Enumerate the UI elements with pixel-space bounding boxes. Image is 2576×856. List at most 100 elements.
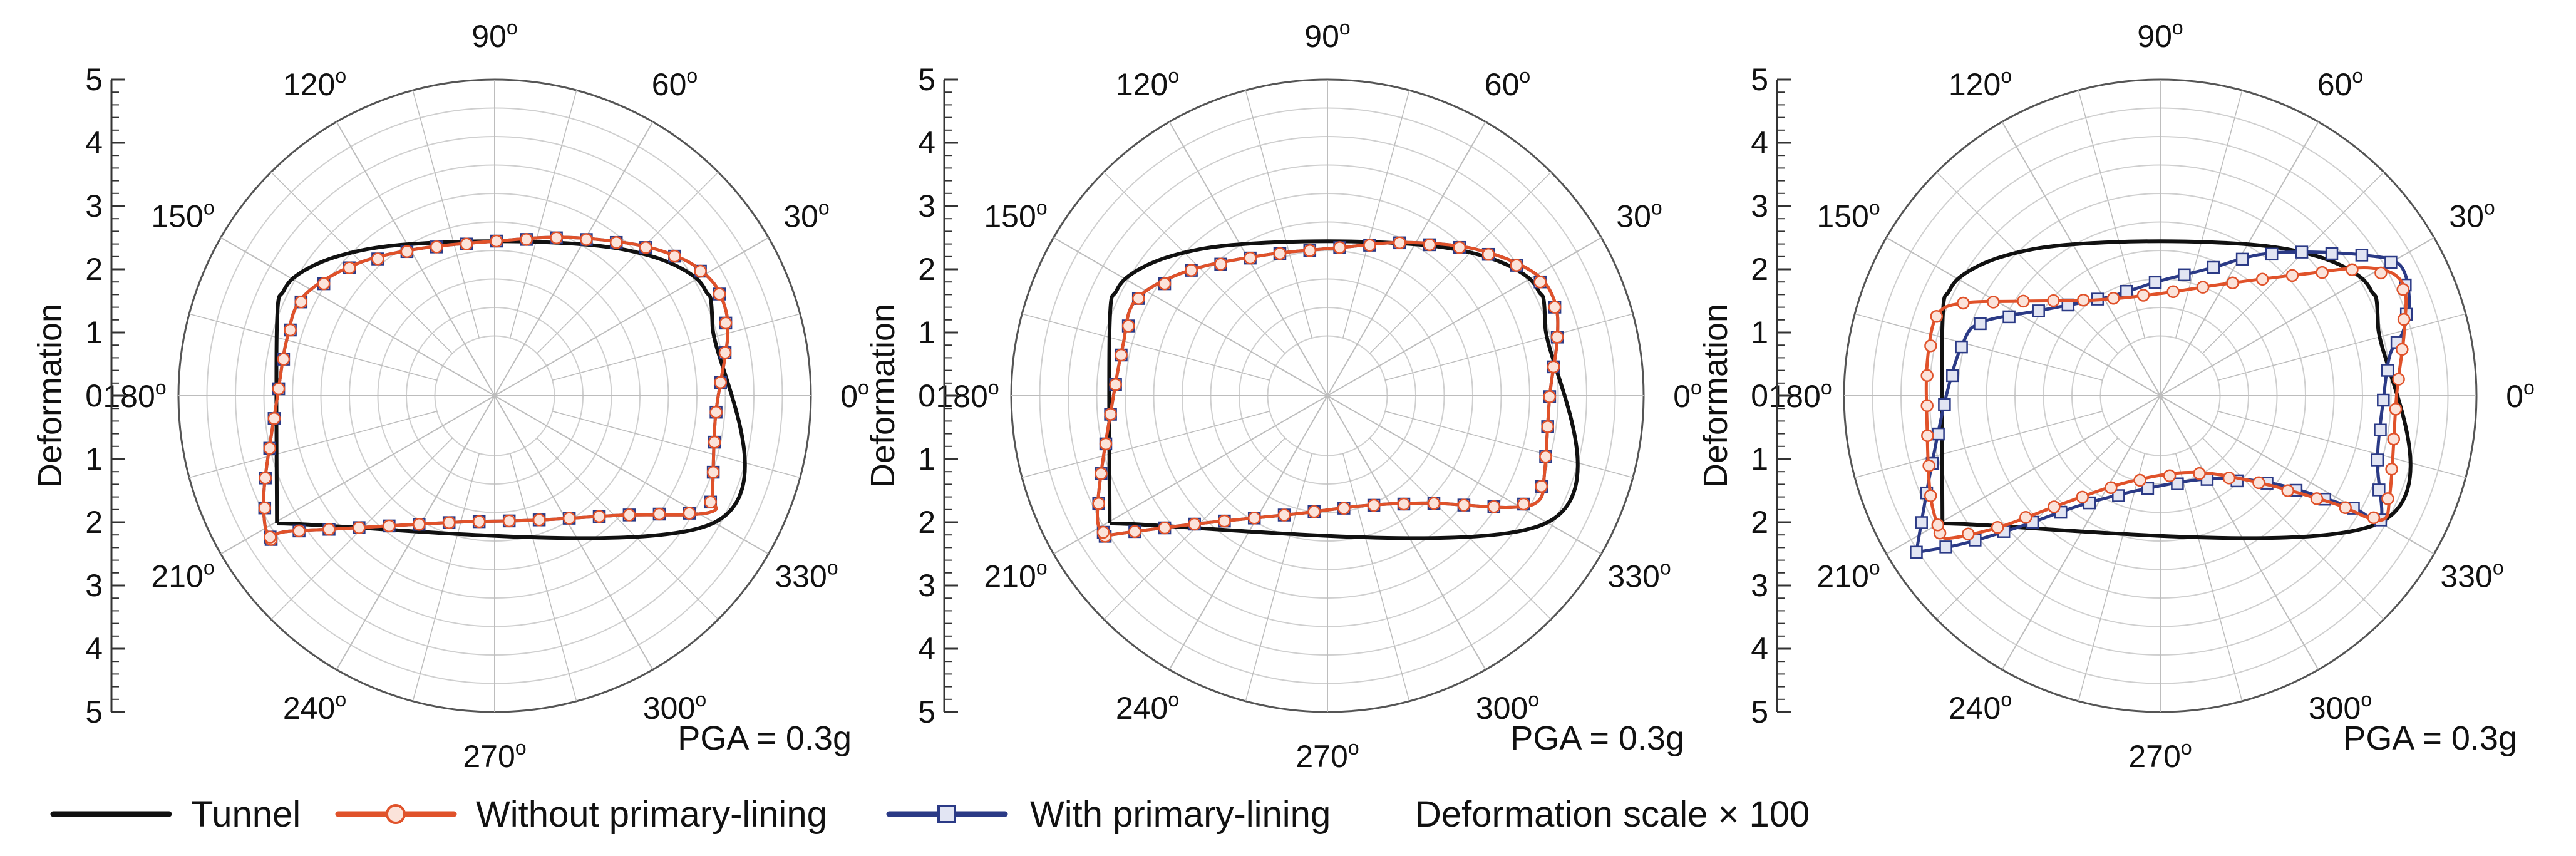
data-marker [1543, 390, 1557, 403]
deformation-axis: 5 4 3 2 1 0 1 2 3 4 5 Deformation [1697, 62, 1791, 730]
data-marker [2252, 476, 2265, 490]
data-marker [1939, 540, 1952, 554]
axis-tick-label: 2 [918, 505, 935, 540]
data-marker [2077, 294, 2090, 307]
data-marker [2295, 245, 2309, 259]
angle-label: 0o [2506, 376, 2535, 414]
grid-spoke [494, 395, 769, 555]
data-marker [2255, 272, 2269, 286]
grid-spoke [2202, 437, 2384, 620]
angle-label: 240o [1116, 688, 1179, 726]
data-marker [2196, 281, 2210, 294]
data-marker [694, 264, 707, 278]
angle-label: 60o [2317, 64, 2363, 102]
data-marker [1920, 369, 1934, 383]
grid-spoke [509, 453, 577, 701]
grid-spoke [536, 172, 719, 354]
data-marker [2397, 312, 2411, 326]
data-marker [1115, 348, 1128, 362]
data-marker [1092, 497, 1105, 510]
grid-spoke [552, 410, 800, 478]
data-marker [2017, 294, 2030, 308]
axis-title: Deformation [1697, 304, 1734, 488]
grid-spoke [2175, 90, 2243, 339]
data-marker [1333, 241, 1346, 254]
axis-tick-label: 2 [1751, 505, 1768, 540]
axis-tick-label: 4 [918, 631, 935, 666]
deformation-axis: 5 4 3 2 1 0 1 2 3 4 5 Deformation [864, 62, 958, 730]
angle-label: 240o [283, 688, 346, 726]
data-marker [714, 376, 728, 389]
angle-label: 90o [2137, 16, 2183, 54]
data-marker [1547, 360, 1560, 374]
data-marker [2374, 266, 2388, 280]
data-marker [2381, 364, 2394, 377]
data-marker [2235, 252, 2249, 266]
legend-label-without: Without primary-lining [476, 794, 827, 835]
angle-label: 90o [1304, 16, 1350, 54]
grid-spoke [1886, 237, 2161, 396]
data-marker [1517, 497, 1530, 511]
data-marker [2163, 469, 2177, 483]
angle-label: 210o [151, 557, 214, 594]
angle-label: 270o [1296, 736, 1359, 774]
axis-tick-label: 5 [918, 694, 935, 730]
series-line [1940, 239, 2413, 540]
axis-tick-label: 4 [1751, 631, 1768, 666]
data-marker [2048, 500, 2061, 513]
angle-label: 210o [1816, 557, 1880, 594]
data-marker [719, 316, 733, 330]
data-marker [2265, 247, 2279, 261]
data-marker [2047, 294, 2060, 307]
grid-spoke [1053, 237, 1328, 396]
data-marker [258, 501, 272, 515]
data-marker [2226, 276, 2239, 290]
data-marker [1921, 429, 1934, 442]
angle-label: 30o [783, 197, 829, 234]
grid-spoke [220, 237, 495, 396]
grid-spoke [1855, 410, 2103, 478]
grid-spoke [1022, 313, 1270, 381]
grid-spoke [2217, 313, 2466, 381]
axis-tick-label: 5 [85, 694, 103, 730]
data-marker [2392, 373, 2405, 386]
data-marker [2371, 453, 2384, 467]
data-marker [383, 519, 396, 533]
axis-tick-label: 5 [918, 62, 935, 97]
data-marker [2148, 276, 2162, 289]
data-marker [371, 252, 384, 266]
angle-label: 120o [1116, 64, 1179, 102]
axis-tick-label: 3 [918, 568, 935, 603]
axis-tick-label: 1 [918, 315, 935, 350]
data-marker [2136, 289, 2150, 302]
angle-label: 240o [1949, 688, 2012, 726]
angle-label: 270o [2128, 736, 2192, 774]
panels: 0o30o60o90o120o150o180o210o240o270o300o3… [31, 16, 2535, 774]
data-marker [592, 510, 606, 523]
axis-tick-label: 0 [85, 378, 103, 413]
angle-label: 330o [2440, 557, 2503, 594]
data-marker [1946, 369, 1959, 383]
angle-label: 150o [984, 197, 1047, 234]
grid-spoke [189, 313, 438, 381]
data-marker [2106, 292, 2120, 305]
data-marker [1931, 518, 1945, 532]
grid-spoke [412, 90, 480, 339]
series-line [262, 235, 730, 541]
axis-tick-label: 5 [1751, 62, 1768, 97]
data-marker [580, 233, 593, 246]
grid-spoke [509, 90, 577, 339]
data-marker [292, 524, 306, 538]
data-marker [343, 261, 356, 274]
pga-annotation: PGA = 0.3g [1510, 719, 1684, 757]
grid-spoke [2217, 410, 2466, 478]
data-marker [2372, 483, 2386, 497]
angle-label: 30o [1616, 197, 1662, 234]
grid-spoke [1936, 172, 2119, 354]
axis-tick-label: 3 [1751, 568, 1768, 603]
axis-tick-label: 3 [85, 568, 103, 603]
deformation-axis: 5 4 3 2 1 0 1 2 3 4 5 Deformation [31, 62, 125, 730]
data-marker [1535, 480, 1548, 493]
data-marker [1104, 408, 1117, 421]
data-marker [294, 295, 308, 309]
